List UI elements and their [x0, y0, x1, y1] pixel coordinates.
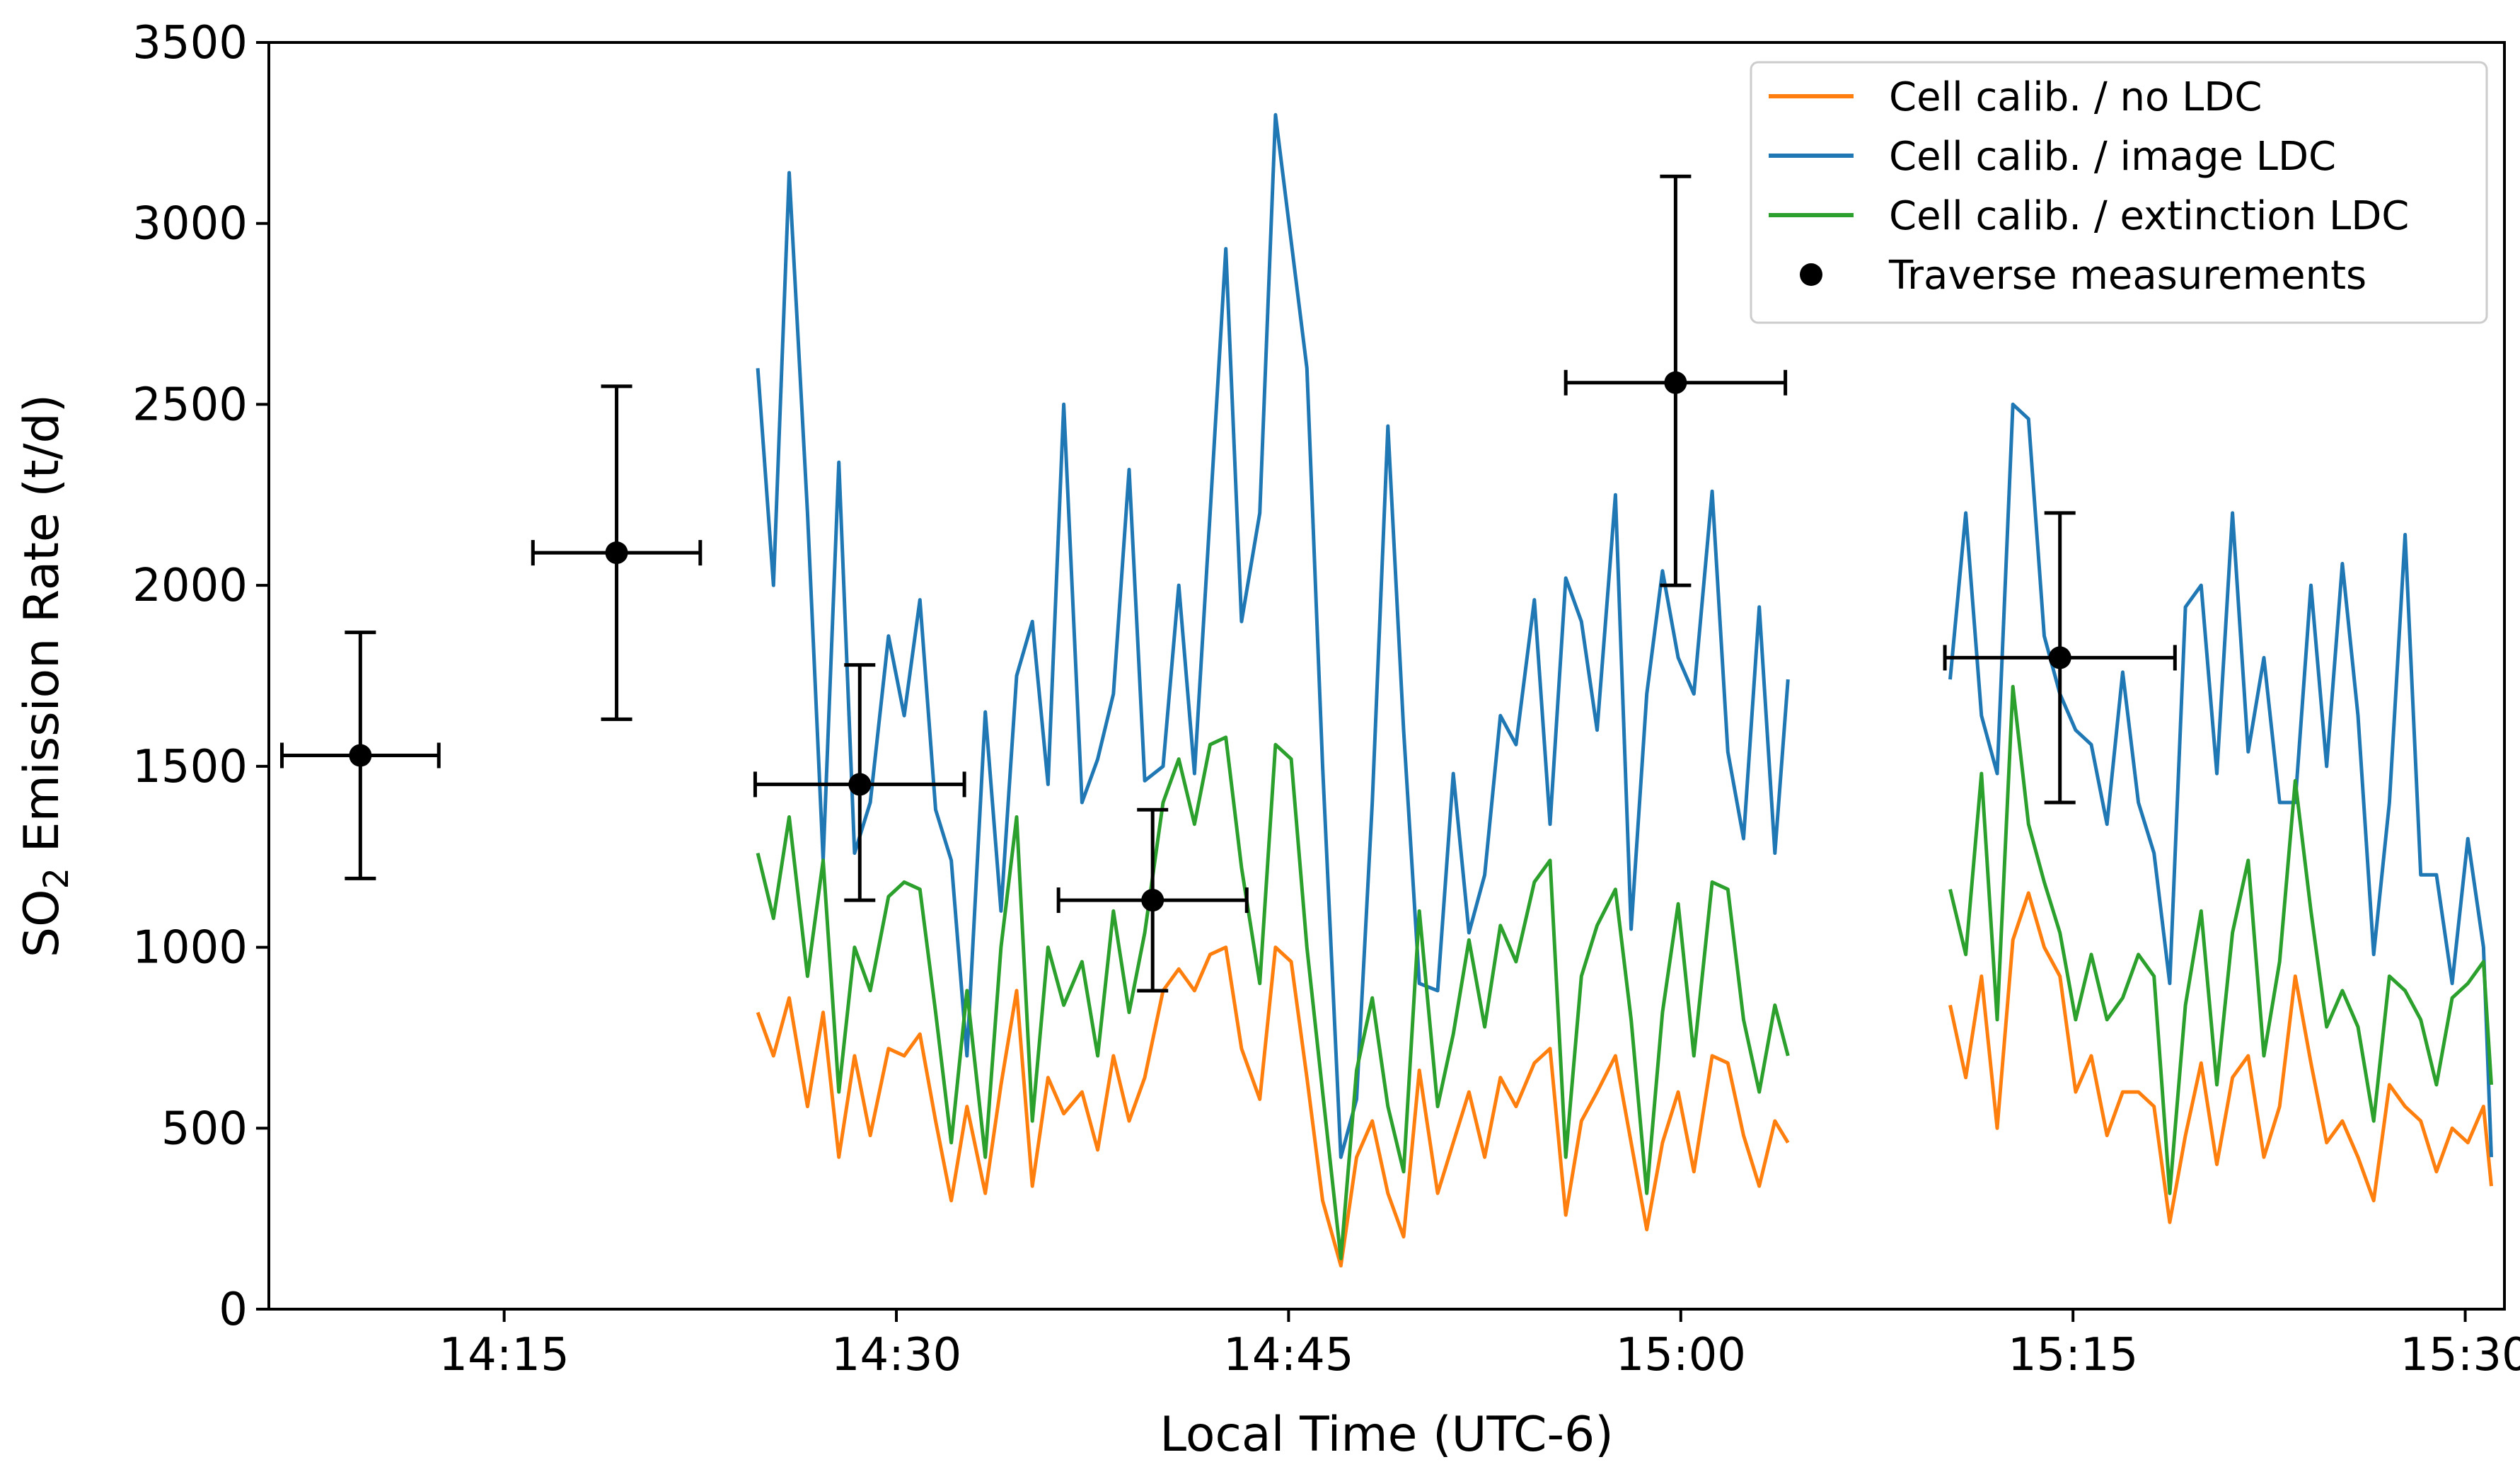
y-axis: 0 500 1000 1500 2000 2500 3000 3500 — [132, 17, 269, 1336]
legend-label-no-ldc: Cell calib. / no LDC — [1889, 74, 2262, 120]
traverse-point-2 — [753, 663, 966, 902]
legend-label-extinction-ldc: Cell calib. / extinction LDC — [1889, 193, 2409, 239]
x-tick-label: 15:30 — [2400, 1329, 2520, 1381]
series-line-2-segment-1 — [1948, 684, 2493, 1195]
legend-label-traverse: Traverse measurements — [1888, 253, 2366, 299]
y-tick-label: 2500 — [132, 379, 248, 431]
y-tick-label: 500 — [161, 1103, 248, 1155]
traverse-marker — [1664, 371, 1687, 394]
traverse-point-0 — [279, 631, 441, 880]
legend-box — [1750, 61, 2488, 324]
x-tick-label: 14:45 — [1223, 1329, 1353, 1381]
series-line-1-segment-0 — [756, 113, 1790, 1159]
legend-marker-traverse — [1800, 263, 1822, 286]
y-tick-label: 1000 — [132, 922, 248, 974]
x-tick-label: 14:15 — [439, 1329, 569, 1381]
legend-label-image-ldc: Cell calib. / image LDC — [1889, 134, 2336, 180]
series-layer — [756, 113, 2493, 1268]
traverse-marker — [848, 773, 872, 796]
traverse-marker — [1141, 889, 1164, 912]
y-tick-label: 1500 — [132, 741, 248, 793]
traverse-marker — [349, 744, 372, 767]
x-axis-label: Local Time (UTC-6) — [1160, 1407, 1614, 1463]
series-line-0-segment-0 — [756, 945, 1790, 1268]
traverse-point-1 — [531, 384, 703, 721]
y-axis-label-subscript: 2 — [37, 868, 76, 890]
traverse-point-4 — [1564, 174, 1788, 587]
x-tick-label: 15:00 — [1616, 1329, 1746, 1381]
x-tick-label: 15:15 — [2008, 1329, 2138, 1381]
series-line-1-segment-1 — [1948, 402, 2493, 1158]
y-axis-label: SO2 Emission Rate (t/d) — [14, 394, 76, 957]
traverse-layer — [279, 174, 2177, 993]
y-tick-label: 3500 — [132, 17, 248, 69]
traverse-point-5 — [1943, 511, 2177, 805]
y-tick-label: 0 — [219, 1284, 248, 1336]
series-line-2-segment-0 — [756, 735, 1790, 1260]
y-tick-label: 3000 — [132, 198, 248, 251]
x-axis: 14:15 14:30 14:45 15:00 15:15 15:30 — [439, 1309, 2520, 1381]
y-tick-label: 2000 — [132, 560, 248, 612]
x-tick-label: 14:30 — [831, 1329, 961, 1381]
y-axis-label-suffix: Emission Rate (t/d) — [14, 394, 70, 868]
plot-frame — [267, 41, 2506, 1311]
y-axis-label-prefix: SO — [14, 889, 70, 957]
legend: Cell calib. / no LDC Cell calib. / image… — [1750, 61, 2488, 324]
series-line-0-segment-1 — [1948, 891, 2493, 1224]
traverse-marker — [2048, 646, 2071, 669]
traverse-point-3 — [1056, 807, 1249, 993]
traverse-marker — [605, 541, 628, 565]
